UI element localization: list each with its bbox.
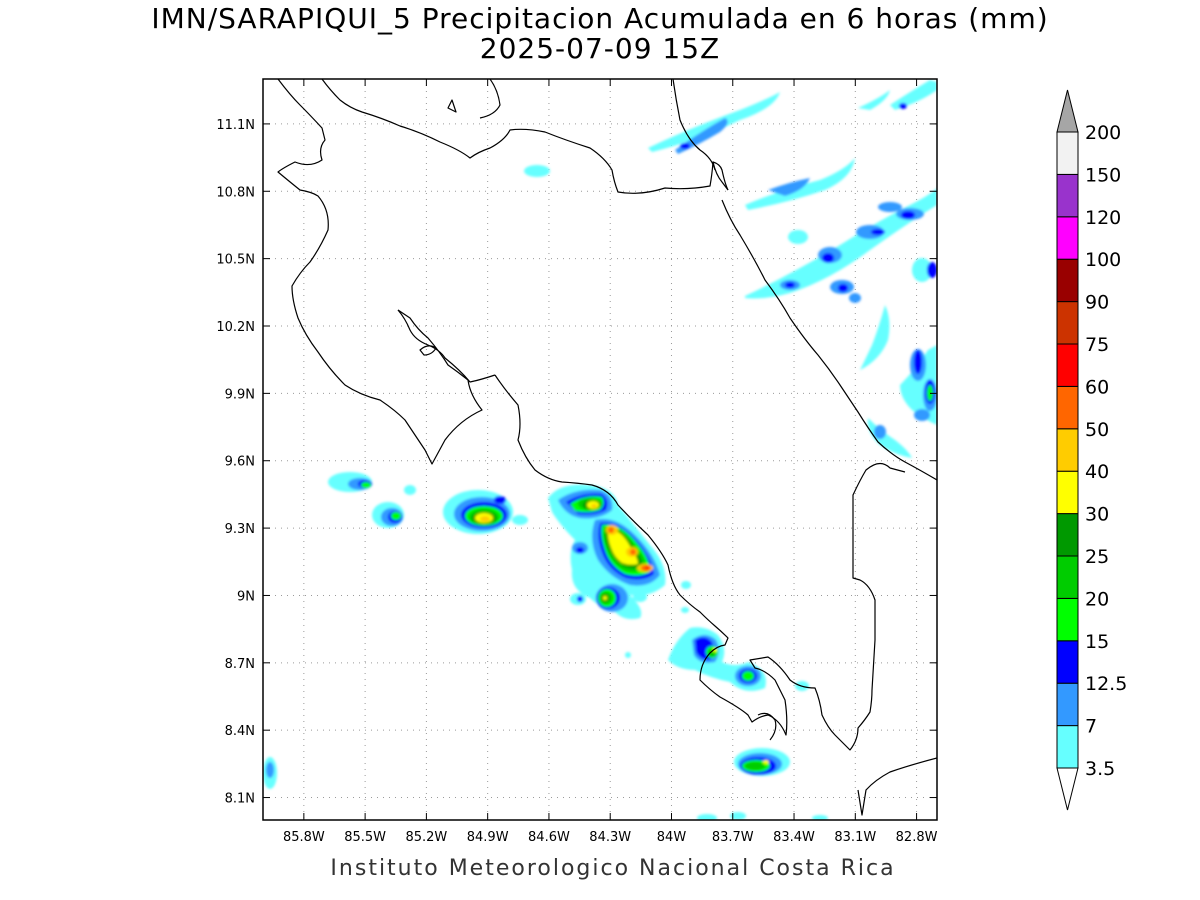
colorbar-label: 90 [1085,292,1109,314]
lon-tick-label: 85.8W [283,830,325,845]
lat-tick-label: 10.5N [216,253,255,268]
lon-tick-label: 83.4W [773,830,815,845]
map-title: IMN/SARAPIQUI_5 Precipitacion Acumulada … [151,2,1049,35]
lat-tick-label: 8.4N [225,724,255,739]
lon-tick-label: 83.1W [834,830,876,845]
colorbar-swatch [1056,131,1079,175]
plot-frame [262,78,938,821]
lat-tick-label: 9.9N [225,387,255,402]
colorbar-swatch [1056,640,1079,684]
colorbar-label: 30 [1085,504,1109,526]
map-content [263,79,937,820]
colorbar-label: 60 [1085,376,1109,398]
colorbar-swatch [1056,385,1079,430]
colorbar: 3.5 7 12.5 15 20 25 30 40 50 60 75 90 100 120 150 200 [1056,89,1127,811]
colorbar-label: 12.5 [1085,673,1127,695]
colorbar-swatch [1056,555,1079,599]
colorbar-label: 200 [1085,122,1121,144]
lat-tick-label: 10.2N [216,320,255,335]
colorbar-label: 40 [1085,461,1109,483]
colorbar-swatch [1056,216,1079,260]
lon-tick-label: 85.5W [344,830,386,845]
lon-tick-label: 84.6W [528,830,570,845]
lat-tick-label: 10.8N [216,185,255,200]
lat-tick-label: 9.3N [225,522,255,537]
colorbar-swatch [1056,513,1079,557]
colorbar-label: 25 [1085,546,1109,568]
lat-tick-label: 9.6N [225,455,255,470]
lon-tick-label: 84.3W [589,830,631,845]
precipitation-field [263,80,937,820]
colorbar-label: 120 [1085,207,1121,229]
colorbar-swatch [1056,682,1079,727]
colorbar-label: 7 [1085,716,1097,738]
colorbar-label: 3.5 [1085,758,1115,780]
colorbar-min-arrow [1056,767,1079,811]
lat-tick-label: 9N [237,589,255,604]
lon-tick-label: 83.7W [712,830,754,845]
lon-tick-label: 82.8W [896,830,938,845]
colorbar-swatch [1056,301,1079,345]
colorbar-label: 100 [1085,249,1121,271]
colorbar-swatch [1056,597,1079,642]
colorbar-swatch [1056,470,1079,515]
longitude-axis: 85.8W 85.5W 85.2W 84.9W 84.6W 84.3W 84W 83.7W 83… [283,79,938,845]
lon-tick-label: 85.2W [405,830,447,845]
coastlines [277,79,937,816]
colorbar-swatch [1056,343,1079,387]
colorbar-swatch [1056,258,1079,303]
footer-credit: Instituto Meteorologico Nacional Costa R… [330,856,896,881]
colorbar-label: 20 [1085,588,1109,610]
colorbar-label: 150 [1085,164,1121,186]
map-valid-time: 2025-07-09 15Z [479,32,721,65]
colorbar-swatch [1056,173,1079,218]
country-border [712,161,729,191]
latitude-axis: 11.1N 10.8N 10.5N 10.2N 9.9N 9.6N 9.3N 9N 8.7N 8.… [216,118,937,807]
colorbar-label: 50 [1085,419,1109,441]
plot-area [263,79,937,820]
colorbar-swatch [1056,428,1079,472]
lat-tick-label: 8.7N [225,657,255,672]
colorbar-label: 15 [1085,631,1109,653]
colorbar-max-arrow [1056,89,1079,133]
colorbar-swatch [1056,725,1079,769]
lat-tick-label: 8.1N [225,792,255,807]
colorbar-label: 75 [1085,334,1109,356]
lat-tick-label: 11.1N [216,118,255,133]
lon-tick-label: 84.9W [467,830,509,845]
lon-tick-label: 84W [657,830,687,845]
